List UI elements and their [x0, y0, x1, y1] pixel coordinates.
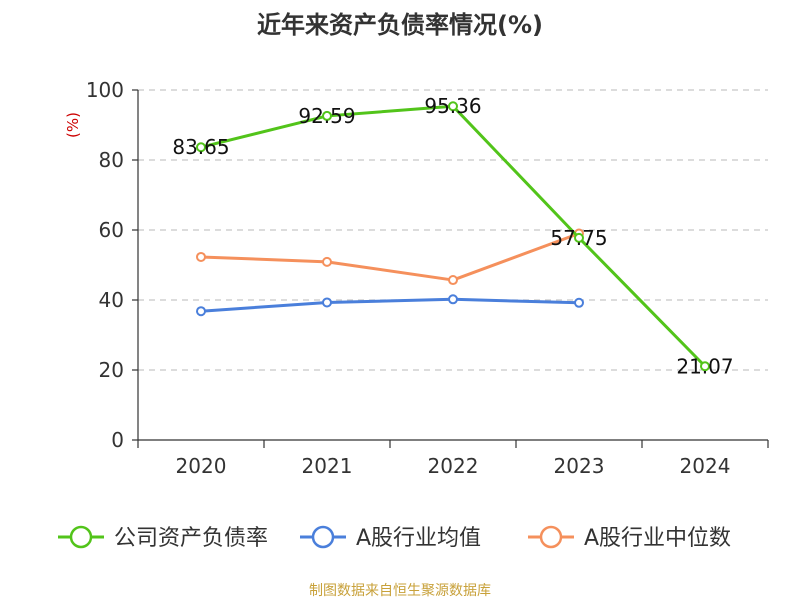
x-tick-label: 2020: [176, 454, 227, 478]
data-point[interactable]: [322, 297, 332, 308]
legend-item-1[interactable]: 公司资产负债率: [58, 525, 268, 551]
legend-marker: [311, 525, 335, 549]
series-line: [200, 104, 707, 368]
x-tick-label: 2024: [680, 454, 731, 478]
y-tick-label: 20: [99, 358, 124, 382]
legend-marker: [69, 525, 93, 549]
y-tick-label: 60: [99, 218, 124, 242]
chart-title: 近年来资产负债率情况(%): [257, 11, 543, 39]
data-labels: 83.65 92.59 95.36 57.75 21.07: [172, 94, 733, 378]
axes: 0 20 40 60 80 100 2020 2021 2022 2023 2024: [86, 78, 769, 478]
legend-item-2[interactable]: A股行业均值: [300, 525, 481, 551]
legend-label: 公司资产负债率: [114, 526, 268, 551]
data-point[interactable]: [574, 297, 584, 308]
data-label: 83.65: [172, 135, 229, 159]
grid-lines: [138, 89, 768, 371]
data-label: 21.07: [676, 354, 733, 378]
data-label: 57.75: [550, 226, 607, 250]
series-lines: [196, 101, 710, 372]
data-point[interactable]: [196, 251, 206, 262]
data-label: 92.59: [298, 104, 355, 128]
legend-marker: [539, 525, 563, 549]
legend: 公司资产负债率 A股行业均值 A股行业中位数: [58, 525, 731, 551]
x-tick-label: 2023: [554, 454, 605, 478]
series-line: [200, 297, 580, 313]
series-line: [200, 232, 580, 282]
legend-item-3[interactable]: A股行业中位数: [528, 525, 731, 551]
series-2: [196, 294, 584, 317]
x-tick-label: 2022: [428, 454, 479, 478]
y-axis-label: (%): [64, 112, 82, 138]
data-point[interactable]: [196, 306, 206, 317]
data-point[interactable]: [322, 256, 332, 267]
data-label: 95.36: [424, 94, 481, 118]
y-tick-label: 40: [99, 288, 124, 312]
data-point[interactable]: [700, 361, 710, 372]
data-point[interactable]: [448, 294, 458, 305]
legend-label: A股行业中位数: [584, 526, 731, 551]
data-point[interactable]: [322, 110, 332, 121]
data-point[interactable]: [574, 232, 584, 243]
x-tick-label: 2021: [302, 454, 353, 478]
legend-label: A股行业均值: [356, 526, 481, 551]
data-point[interactable]: [448, 275, 458, 286]
series-3: [196, 228, 584, 286]
y-tick-label: 80: [99, 148, 124, 172]
data-point[interactable]: [448, 101, 458, 112]
series-1: [196, 101, 710, 372]
data-point[interactable]: [196, 142, 206, 153]
y-tick-label: 100: [86, 78, 124, 102]
y-tick-label: 0: [111, 428, 124, 452]
source-note: 制图数据来自恒生聚源数据库: [309, 583, 491, 599]
